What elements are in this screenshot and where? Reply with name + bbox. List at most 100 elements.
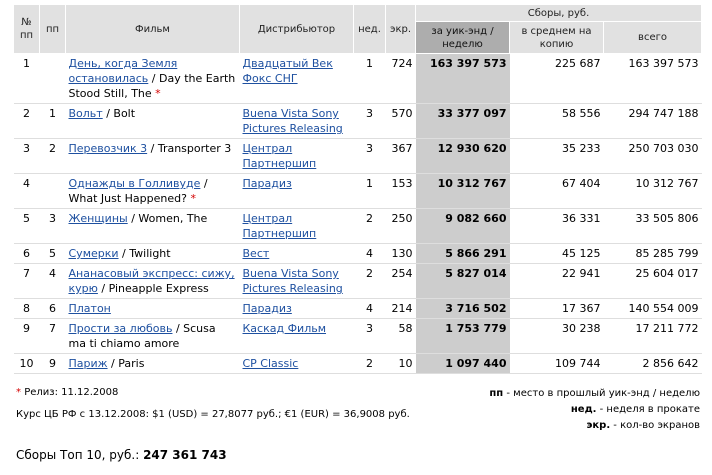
screens-cell: 570: [385, 103, 416, 139]
distributor-link[interactable]: Buena Vista Sony Pictures Releasing: [242, 107, 343, 135]
rank-cell: 3: [13, 138, 40, 174]
distributor-cell: CP Classic: [239, 353, 354, 374]
total-gross-cell: 25 604 017: [603, 263, 702, 299]
total-gross: 10 312 767: [635, 177, 699, 190]
film-cell: Перевозчик 3 / Transporter 3: [65, 138, 240, 174]
screens-cell: 367: [385, 138, 416, 174]
prev-rank: 5: [49, 247, 56, 260]
distributor-link[interactable]: Централ Партнершип: [242, 212, 317, 240]
film-link[interactable]: Ананасовый экспресс: сижу, курю: [68, 267, 235, 295]
film-link[interactable]: Женщины: [68, 212, 128, 225]
legend-key: экр.: [586, 420, 611, 431]
prev-rank-cell: 1: [39, 103, 66, 139]
screens-cell: 10: [385, 353, 416, 374]
prev-rank: 1: [49, 107, 56, 120]
header-num: № пп: [13, 4, 40, 54]
weeks-cell: 3: [353, 138, 386, 174]
film-original-title: Twilight: [129, 247, 171, 260]
prev-rank-cell: [39, 173, 66, 209]
total-gross: 85 285 799: [635, 247, 699, 260]
film-original-title: Women, The: [138, 212, 208, 225]
rank-cell: 5: [13, 208, 40, 244]
distributor-link[interactable]: Централ Партнершип: [242, 142, 317, 170]
table-row: 6 5 Сумерки / Twilight Вест 4 130 5 866 291 45 …: [13, 243, 702, 264]
weeks-cell: 2: [353, 263, 386, 299]
rank-cell: 8: [13, 298, 40, 319]
film-separator: /: [147, 142, 158, 155]
prev-rank: 6: [49, 302, 56, 315]
weekend-gross: 33 377 097: [437, 107, 507, 120]
rank: 3: [23, 142, 30, 155]
screens: 367: [391, 142, 413, 155]
film-separator: /: [148, 72, 159, 85]
legend-item: экр. - кол-во экранов: [489, 418, 700, 434]
total-gross-cell: 17 211 772: [603, 318, 702, 354]
film-link[interactable]: Париж: [68, 357, 108, 370]
weeks: 2: [366, 357, 373, 370]
distributor-link[interactable]: Buena Vista Sony Pictures Releasing: [242, 267, 343, 295]
weeks: 4: [366, 247, 373, 260]
film-original-title: Pineapple Express: [108, 282, 209, 295]
distributor-link[interactable]: Вест: [242, 247, 270, 260]
distributor-link[interactable]: Двадцатый Век Фокс СНГ: [242, 57, 333, 85]
avg-gross: 67 404: [562, 177, 601, 190]
table-row: 1 День, когда Земля остановилась / Day th…: [13, 53, 702, 104]
avg-gross-cell: 45 125: [509, 243, 604, 264]
distributor-link[interactable]: Парадиз: [242, 302, 292, 315]
film-link[interactable]: Прости за любовь: [68, 322, 173, 335]
film-separator: /: [172, 322, 184, 335]
weekend-gross-cell: 5 827 014: [415, 263, 510, 299]
release-note: * Релиз: 11.12.2008: [16, 387, 118, 398]
total-gross-cell: 163 397 573: [603, 53, 702, 104]
weeks: 4: [366, 302, 373, 315]
weeks-cell: 2: [353, 353, 386, 374]
prev-rank: 2: [49, 142, 56, 155]
screens-cell: 724: [385, 53, 416, 104]
screens-cell: 250: [385, 208, 416, 244]
distributor-link[interactable]: CP Classic: [242, 357, 299, 370]
screens: 724: [391, 57, 413, 70]
legend-key: пп: [489, 388, 504, 399]
film-link[interactable]: Вольт: [68, 107, 103, 120]
prev-rank-cell: 6: [39, 298, 66, 319]
screens: 58: [398, 322, 413, 335]
distributor-cell: Парадиз: [239, 173, 354, 209]
table-row: 9 7 Прости за любовь / Scusa ma ti chiamo …: [13, 318, 702, 354]
header-weekend: за уик-энд / неделю: [415, 21, 510, 54]
header-gross-group: Сборы, руб.: [414, 4, 703, 22]
prev-rank-cell: 3: [39, 208, 66, 244]
film-link[interactable]: Перевозчик 3: [68, 142, 148, 155]
film-link[interactable]: Однажды в Голливуде: [68, 177, 201, 190]
weekend-gross-cell: 9 082 660: [415, 208, 510, 244]
distributor-link[interactable]: Каскад Фильм: [242, 322, 327, 335]
legend-text: - кол-во экранов: [610, 420, 700, 431]
weeks: 3: [366, 107, 373, 120]
distributor-cell: Вест: [239, 243, 354, 264]
film-cell: Однажды в Голливуде / What Just Happened…: [65, 173, 240, 209]
total-gross-cell: 85 285 799: [603, 243, 702, 264]
weekend-gross: 10 312 767: [437, 177, 507, 190]
avg-gross: 30 238: [562, 322, 601, 335]
legend-item: пп - место в прошлый уик-энд / неделю: [489, 386, 700, 402]
film-link[interactable]: Сумерки: [68, 247, 119, 260]
film-original-title: Day the Earth Stood Still, The: [68, 72, 236, 100]
rank: 10: [19, 357, 34, 370]
table-row: 2 1 Вольт / Bolt Buena Vista Sony Pictures …: [13, 103, 702, 139]
screens: 254: [391, 267, 413, 280]
legend-key: нед.: [570, 404, 597, 415]
prev-rank-cell: 9: [39, 353, 66, 374]
total-gross-cell: 250 703 030: [603, 138, 702, 174]
total-gross-cell: 294 747 188: [603, 103, 702, 139]
distributor-link[interactable]: Парадиз: [242, 177, 292, 190]
film-link[interactable]: День, когда Земля остановилась: [68, 57, 178, 85]
avg-gross: 17 367: [562, 302, 601, 315]
weeks: 3: [366, 142, 373, 155]
distributor-cell: Централ Партнершип: [239, 208, 354, 244]
distributor-cell: Buena Vista Sony Pictures Releasing: [239, 263, 354, 299]
weekend-gross: 5 827 014: [445, 267, 507, 280]
film-original-title: Paris: [118, 357, 145, 370]
prev-rank-cell: [39, 53, 66, 104]
film-link[interactable]: Платон: [68, 302, 111, 315]
weekend-gross: 1 753 779: [445, 322, 507, 335]
weekend-gross: 12 930 620: [437, 142, 507, 155]
